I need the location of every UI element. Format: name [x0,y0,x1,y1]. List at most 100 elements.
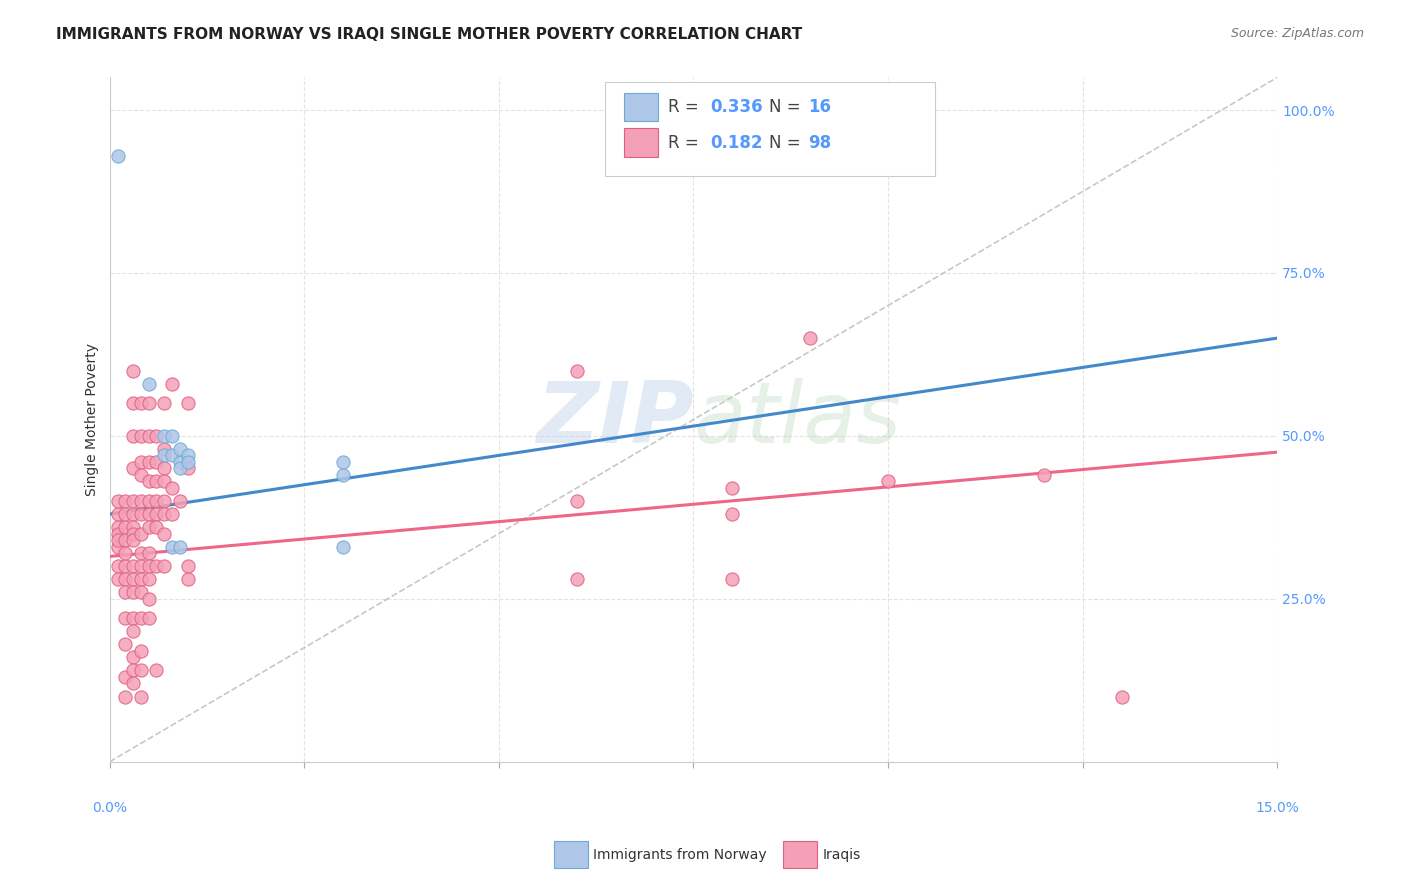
Point [721,507,744,521]
Point [145,455,167,469]
Point [122,650,145,665]
Point [176,572,198,586]
Point [138,520,160,534]
Text: 98: 98 [808,134,831,152]
Point [160,449,183,463]
Point [1111,690,1133,704]
Text: ZIP: ZIP [536,378,693,461]
Point [107,540,129,554]
Point [114,546,136,560]
Point [129,429,152,443]
Point [138,396,160,410]
Point [877,475,900,489]
Point [122,526,145,541]
Point [799,331,821,345]
Point [122,494,145,508]
Point [122,520,145,534]
Point [114,520,136,534]
Text: 16: 16 [808,98,831,116]
Point [176,455,198,469]
Point [107,559,129,574]
Point [1032,467,1054,482]
Point [122,559,145,574]
Point [107,520,129,534]
Text: Immigrants from Norway: Immigrants from Norway [593,847,766,862]
Point [160,507,183,521]
Point [332,467,354,482]
Point [122,364,145,378]
Text: 0.336: 0.336 [710,98,762,116]
Point [114,585,136,599]
Text: 0.182: 0.182 [710,134,762,152]
Point [153,526,176,541]
Point [114,611,136,625]
Point [138,572,160,586]
Point [169,461,191,475]
Point [160,376,183,391]
Point [176,396,198,410]
Point [122,429,145,443]
Point [153,494,176,508]
Point [565,572,588,586]
Point [129,507,152,521]
Point [721,481,744,495]
Text: IMMIGRANTS FROM NORWAY VS IRAQI SINGLE MOTHER POVERTY CORRELATION CHART: IMMIGRANTS FROM NORWAY VS IRAQI SINGLE M… [56,27,803,42]
Point [153,442,176,456]
Text: N =: N = [769,134,806,152]
Point [145,429,167,443]
Text: R =: R = [668,134,704,152]
Text: atlas: atlas [693,378,901,461]
Text: Source: ZipAtlas.com: Source: ZipAtlas.com [1230,27,1364,40]
Point [138,494,160,508]
Point [114,507,136,521]
Point [153,461,176,475]
Point [122,664,145,678]
Point [122,507,145,521]
Point [122,396,145,410]
Point [129,455,152,469]
Point [138,455,160,469]
Point [153,449,176,463]
Point [153,559,176,574]
Point [129,572,152,586]
Point [114,572,136,586]
Point [176,449,198,463]
Point [129,664,152,678]
Point [107,148,129,162]
Point [129,559,152,574]
Point [145,494,167,508]
Point [169,442,191,456]
Point [138,376,160,391]
Point [122,611,145,625]
Point [122,676,145,690]
Point [721,572,744,586]
Point [145,520,167,534]
Point [153,507,176,521]
Point [114,494,136,508]
Point [153,475,176,489]
Point [122,624,145,639]
Point [122,572,145,586]
Point [169,494,191,508]
Point [122,461,145,475]
Point [122,533,145,548]
Point [138,559,160,574]
Point [565,494,588,508]
Point [145,507,167,521]
Point [138,429,160,443]
Point [169,540,191,554]
Point [129,690,152,704]
Point [129,585,152,599]
Point [138,475,160,489]
Point [145,664,167,678]
Point [107,526,129,541]
Point [114,670,136,684]
Point [332,540,354,554]
Point [107,494,129,508]
Point [138,611,160,625]
Point [129,494,152,508]
Point [153,396,176,410]
Point [114,559,136,574]
Point [145,559,167,574]
Text: N =: N = [769,98,806,116]
